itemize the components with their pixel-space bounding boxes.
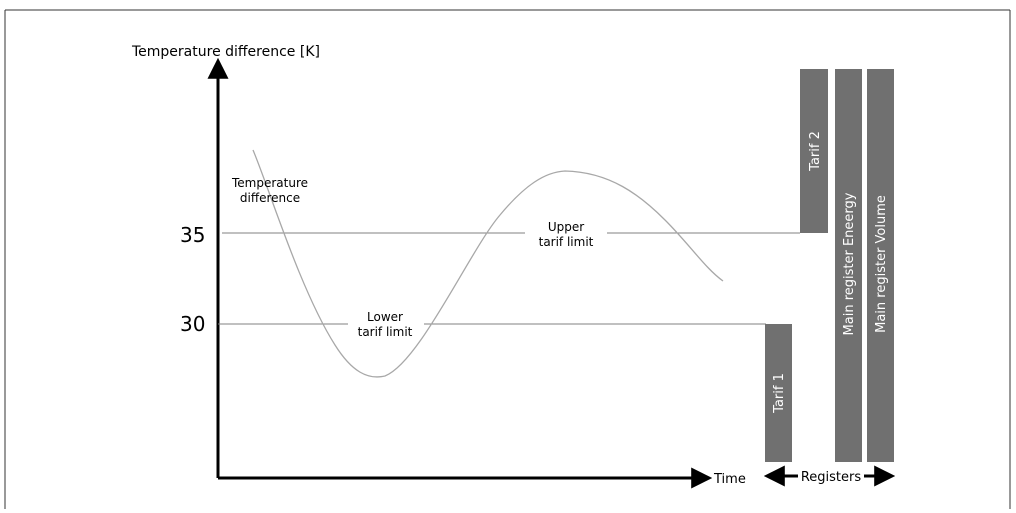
lower-limit-label-line2: tarif limit [358, 325, 413, 339]
main-register-volume-label: Main register Volume [874, 195, 889, 333]
tarif-2-bar [800, 69, 828, 233]
lower-limit-label-bg [348, 308, 424, 340]
main-register-volume-bar [867, 69, 894, 462]
lower-limit-label-line1: Lower [367, 310, 403, 324]
main-register-energy-label: Main register Eneergy [842, 192, 857, 335]
y-axis-label: Temperature difference [K] [131, 44, 320, 60]
tarif-2-label: Tarif 2 [808, 131, 823, 172]
registers-bracket-label: Registers [801, 470, 862, 485]
curve-label-line1: Temperature [231, 176, 308, 190]
upper-limit-label-line2: tarif limit [539, 235, 594, 249]
temperature-difference-curve [252, 149, 724, 378]
main-register-energy-bar [835, 69, 862, 462]
tarif-1-label: Tarif 1 [772, 373, 787, 414]
tarif-1-bar [765, 324, 792, 462]
curve-label-line2: difference [240, 191, 300, 205]
tick-label-30: 30 [180, 312, 205, 336]
x-axis-label: Time [713, 472, 746, 487]
upper-limit-label-line1: Upper [548, 220, 584, 234]
upper-limit-label-bg [525, 218, 607, 248]
tick-label-35: 35 [180, 223, 205, 247]
